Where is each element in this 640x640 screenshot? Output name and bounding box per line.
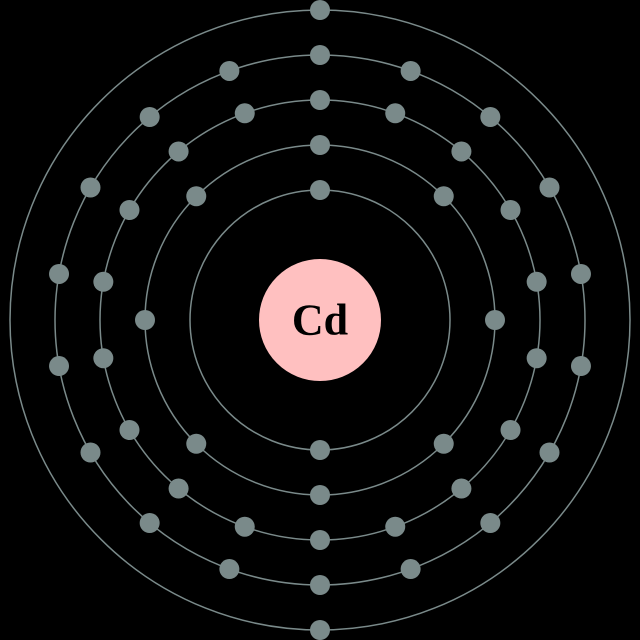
electron — [527, 272, 547, 292]
electron — [235, 517, 255, 537]
electron — [81, 443, 101, 463]
electron — [310, 90, 330, 110]
electron — [235, 103, 255, 123]
element-symbol: Cd — [292, 296, 348, 345]
electron — [571, 356, 591, 376]
electron — [310, 0, 330, 20]
electron — [451, 479, 471, 499]
electron — [527, 348, 547, 368]
electron — [501, 200, 521, 220]
electron — [49, 356, 69, 376]
electron — [169, 141, 189, 161]
electron — [434, 434, 454, 454]
electron — [81, 178, 101, 198]
electron — [135, 310, 155, 330]
electron — [310, 620, 330, 640]
electron — [219, 61, 239, 81]
electron — [93, 272, 113, 292]
bohr-diagram: Cd — [0, 0, 640, 640]
electron — [119, 420, 139, 440]
electron — [539, 178, 559, 198]
electron — [310, 485, 330, 505]
electron — [385, 103, 405, 123]
electron — [310, 440, 330, 460]
electron — [310, 180, 330, 200]
electron — [186, 186, 206, 206]
electron — [401, 559, 421, 579]
electron — [480, 513, 500, 533]
electron — [310, 135, 330, 155]
electron — [539, 443, 559, 463]
electron — [119, 200, 139, 220]
electron — [140, 107, 160, 127]
electron — [401, 61, 421, 81]
electron — [310, 575, 330, 595]
electron — [485, 310, 505, 330]
electron — [169, 479, 189, 499]
electron — [501, 420, 521, 440]
electron — [480, 107, 500, 127]
electron — [186, 434, 206, 454]
electron — [140, 513, 160, 533]
electron — [434, 186, 454, 206]
electron — [385, 517, 405, 537]
electron — [93, 348, 113, 368]
electron — [310, 45, 330, 65]
electron — [571, 264, 591, 284]
electron — [219, 559, 239, 579]
electron — [49, 264, 69, 284]
electron — [451, 141, 471, 161]
electron — [310, 530, 330, 550]
